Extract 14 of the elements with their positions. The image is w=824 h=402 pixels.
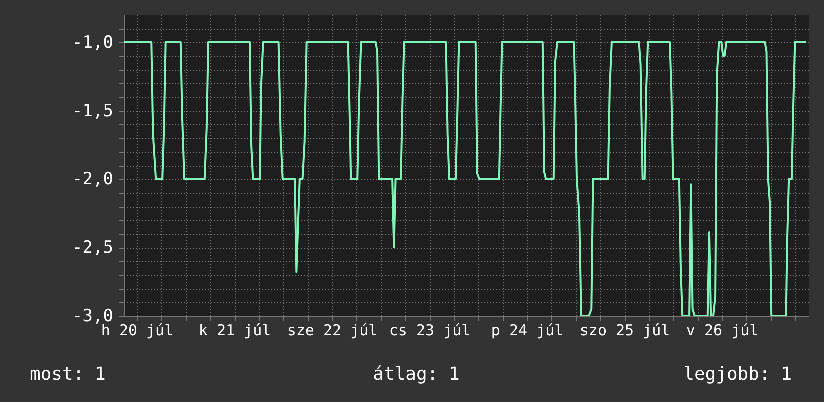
x-tick-label: h 20 júl	[101, 322, 174, 340]
x-tick-label: v 26 júl	[686, 322, 759, 340]
y-tick-label: -1,0	[72, 32, 114, 53]
text: legjobb: 1	[684, 364, 792, 385]
text: most: 1	[30, 364, 106, 385]
x-tick-label: p 24 júl	[491, 322, 564, 340]
y-tick-label: -1,5	[72, 101, 114, 122]
x-tick-label: cs 23 júl	[389, 322, 471, 340]
x-tick-label: k 21 júl	[198, 322, 272, 340]
text: átlag: 1	[373, 364, 460, 385]
x-tick-label: szo 25 júl	[580, 322, 670, 340]
x-tick-label: sze 22 júl	[287, 322, 378, 340]
y-tick-label: -2,0	[72, 170, 114, 190]
y-tick-label: -2,5	[72, 238, 114, 258]
